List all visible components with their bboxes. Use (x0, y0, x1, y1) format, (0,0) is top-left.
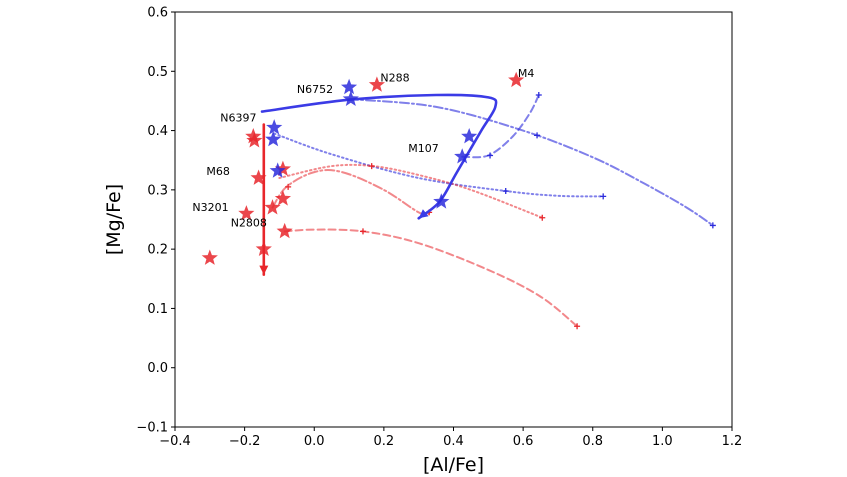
star-marker-red (255, 240, 272, 256)
y-tick-label: 0.4 (147, 124, 168, 139)
star-marker-blue (266, 119, 283, 135)
star-marker-red (368, 76, 385, 92)
series-marker (574, 323, 581, 330)
arrowhead-red-vertical (259, 265, 269, 275)
series-marker (487, 152, 494, 159)
x-tick-label: 1.2 (722, 434, 743, 449)
series-curve-m107 (461, 94, 540, 159)
series-marker (502, 188, 509, 195)
series-marker (600, 193, 607, 200)
x-tick-label: −0.4 (159, 434, 191, 449)
y-tick-label: −0.1 (136, 421, 168, 436)
x-tick-label: 0.0 (304, 434, 325, 449)
star-marker-blue (342, 90, 359, 106)
cluster-label: N3201 (192, 201, 228, 214)
y-axis-title: [Mg/Fe] (103, 184, 125, 255)
x-tick-label: 0.2 (374, 434, 395, 449)
y-tick-label: 0.1 (147, 302, 168, 317)
star-marker-blue (433, 193, 450, 209)
star-marker-blue (461, 128, 478, 144)
curve-layer (259, 92, 716, 330)
cluster-label: N6752 (297, 83, 333, 96)
cluster-label: M4 (518, 67, 535, 80)
arrowhead-blue-loop (418, 209, 429, 219)
series-marker (359, 228, 366, 235)
star-marker-red (508, 71, 525, 88)
series-marker (285, 183, 292, 190)
x-tick-label: 0.6 (513, 434, 534, 449)
series-curve-n2808 (283, 228, 579, 328)
y-tick-label: 0.0 (147, 361, 168, 376)
x-tick-label: 0.8 (582, 434, 603, 449)
tick-layer: −0.4 −0.2 0.0 0.2 0.4 0.6 0.8 1.0 1.2 −0.1 0.0 0.1 0… (136, 6, 742, 450)
cluster-label: N2808 (231, 217, 267, 230)
star-marker-red (274, 190, 291, 206)
star-marker-red (276, 222, 293, 239)
star-marker-blue (269, 162, 286, 178)
star-marker-red (246, 132, 263, 148)
series-marker (368, 163, 375, 170)
y-tick-label: 0.5 (147, 65, 168, 80)
cluster-label: M68 (206, 165, 230, 178)
series-marker (709, 222, 716, 229)
y-tick-label: 0.3 (147, 183, 168, 198)
series-marker (534, 132, 541, 139)
y-tick-label: 0.2 (147, 243, 168, 258)
arrow-blue-loop (260, 93, 498, 220)
star-marker-red (238, 205, 255, 221)
star-marker-blue (265, 131, 282, 147)
star-marker-red (201, 249, 218, 265)
x-axis-title: [Al/Fe] (423, 454, 484, 476)
star-marker-blue (454, 148, 471, 164)
x-tick-label: −0.2 (229, 434, 261, 449)
star-marker-red (264, 199, 281, 215)
cluster-label: N288 (380, 71, 409, 84)
cluster-label: M107 (408, 142, 439, 155)
cluster-label: N6397 (220, 112, 256, 125)
series-curve-n3201 (271, 169, 431, 216)
x-tick-label: 1.0 (652, 434, 673, 449)
series-curve-n6752 (348, 98, 714, 227)
y-tick-label: 0.6 (147, 6, 168, 21)
series-marker (539, 214, 546, 221)
series-marker (535, 92, 542, 98)
star-marker-blue (341, 78, 358, 95)
series-curve-m68 (278, 163, 544, 219)
x-tick-label: 0.4 (443, 434, 464, 449)
star-marker-red (250, 169, 267, 185)
star-layer (201, 71, 525, 265)
